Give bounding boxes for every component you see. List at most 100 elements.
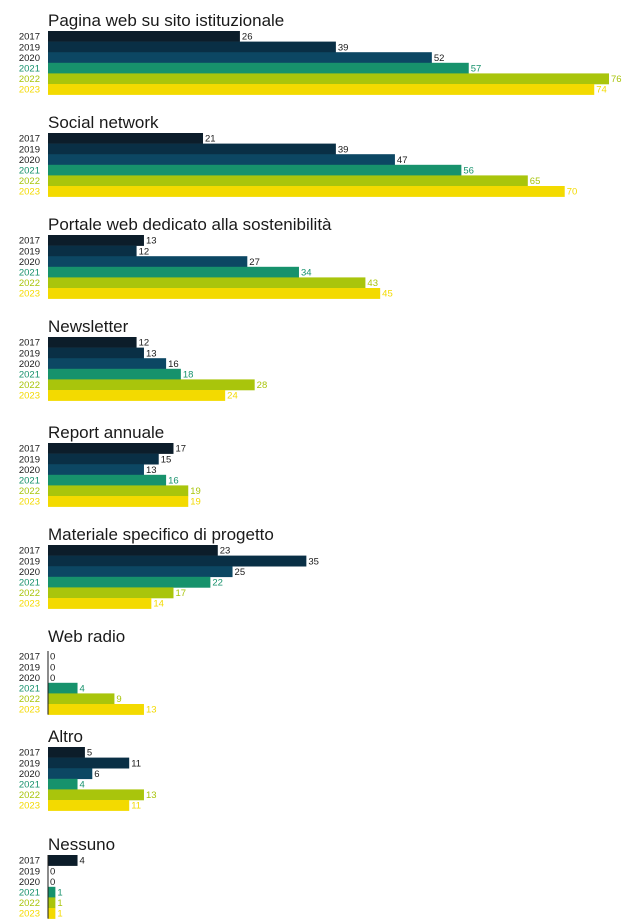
value-label: 47 bbox=[397, 155, 408, 166]
year-label: 2022 bbox=[19, 380, 40, 391]
value-label: 12 bbox=[139, 338, 150, 349]
bar bbox=[48, 693, 114, 704]
value-label: 11 bbox=[131, 758, 141, 769]
year-label: 2017 bbox=[19, 134, 40, 145]
year-label: 2020 bbox=[19, 53, 40, 64]
value-label: 52 bbox=[434, 53, 445, 64]
year-label: 2023 bbox=[19, 599, 40, 610]
bar bbox=[48, 73, 609, 84]
value-label: 65 bbox=[530, 176, 541, 187]
year-label: 2023 bbox=[19, 289, 40, 300]
year-label: 2021 bbox=[19, 166, 40, 177]
year-label: 2021 bbox=[19, 780, 40, 791]
value-label: 28 bbox=[257, 380, 268, 391]
value-label: 76 bbox=[611, 74, 622, 85]
bar bbox=[48, 235, 144, 246]
year-label: 2023 bbox=[19, 801, 40, 812]
value-label: 74 bbox=[596, 85, 607, 96]
value-label: 56 bbox=[463, 166, 474, 177]
year-label: 2021 bbox=[19, 370, 40, 381]
bar bbox=[48, 704, 144, 715]
value-label: 0 bbox=[50, 662, 55, 673]
year-label: 2022 bbox=[19, 486, 40, 497]
year-label: 2017 bbox=[19, 338, 40, 349]
value-label: 4 bbox=[80, 856, 85, 867]
year-label: 2022 bbox=[19, 790, 40, 801]
bar bbox=[48, 277, 365, 288]
bar bbox=[48, 496, 188, 507]
value-label: 26 bbox=[242, 32, 253, 43]
bar bbox=[48, 464, 144, 475]
group-title: Newsletter bbox=[48, 317, 129, 336]
year-label: 2017 bbox=[19, 236, 40, 247]
value-label: 16 bbox=[168, 359, 179, 370]
year-label: 2020 bbox=[19, 359, 40, 370]
bar bbox=[48, 768, 92, 779]
year-label: 2023 bbox=[19, 705, 40, 716]
year-label: 2017 bbox=[19, 444, 40, 455]
value-label: 43 bbox=[367, 278, 378, 289]
value-label: 21 bbox=[205, 134, 216, 145]
year-label: 2019 bbox=[19, 556, 40, 567]
bar bbox=[48, 779, 78, 790]
group-title: Portale web dedicato alla sostenibilità bbox=[48, 215, 332, 234]
value-label: 14 bbox=[153, 599, 164, 610]
bar bbox=[48, 747, 85, 758]
value-label: 5 bbox=[87, 748, 92, 759]
group-title: Materiale specifico di progetto bbox=[48, 525, 274, 544]
bar bbox=[48, 443, 173, 454]
value-label: 35 bbox=[308, 556, 319, 567]
year-label: 2021 bbox=[19, 268, 40, 279]
year-label: 2017 bbox=[19, 748, 40, 759]
value-label: 23 bbox=[220, 546, 231, 557]
value-label: 70 bbox=[567, 187, 578, 198]
year-label: 2022 bbox=[19, 74, 40, 85]
value-label: 13 bbox=[146, 348, 157, 359]
bar bbox=[48, 154, 395, 165]
bar bbox=[48, 256, 247, 267]
bar bbox=[48, 887, 55, 898]
bar bbox=[48, 348, 144, 359]
bar bbox=[48, 84, 594, 95]
value-label: 16 bbox=[168, 476, 179, 487]
bar bbox=[48, 52, 432, 63]
year-label: 2020 bbox=[19, 877, 40, 888]
value-label: 19 bbox=[190, 497, 201, 508]
year-label: 2019 bbox=[19, 144, 40, 155]
year-label: 2017 bbox=[19, 856, 40, 867]
bar bbox=[48, 246, 137, 257]
value-label: 9 bbox=[116, 694, 121, 705]
value-label: 0 bbox=[50, 652, 55, 663]
bar bbox=[48, 358, 166, 369]
year-label: 2022 bbox=[19, 694, 40, 705]
bar bbox=[48, 800, 129, 811]
value-label: 24 bbox=[227, 391, 238, 402]
year-label: 2019 bbox=[19, 246, 40, 257]
value-label: 13 bbox=[146, 790, 157, 801]
bar bbox=[48, 42, 336, 53]
bar bbox=[48, 175, 528, 186]
value-label: 1 bbox=[57, 909, 62, 920]
year-label: 2017 bbox=[19, 546, 40, 557]
bar bbox=[48, 63, 469, 74]
year-label: 2020 bbox=[19, 257, 40, 268]
value-label: 13 bbox=[146, 236, 157, 247]
bar bbox=[48, 908, 55, 919]
value-label: 45 bbox=[382, 289, 393, 300]
bar bbox=[48, 186, 565, 197]
value-label: 1 bbox=[57, 898, 62, 909]
value-label: 12 bbox=[139, 246, 150, 257]
year-label: 2020 bbox=[19, 465, 40, 476]
bar bbox=[48, 369, 181, 380]
year-label: 2019 bbox=[19, 42, 40, 53]
bar bbox=[48, 475, 166, 486]
year-label: 2022 bbox=[19, 176, 40, 187]
year-label: 2019 bbox=[19, 758, 40, 769]
bar bbox=[48, 288, 380, 299]
year-label: 2020 bbox=[19, 567, 40, 578]
bar bbox=[48, 337, 137, 348]
year-label: 2019 bbox=[19, 866, 40, 877]
bar bbox=[48, 545, 218, 556]
value-label: 17 bbox=[175, 588, 186, 599]
bar bbox=[48, 390, 225, 401]
